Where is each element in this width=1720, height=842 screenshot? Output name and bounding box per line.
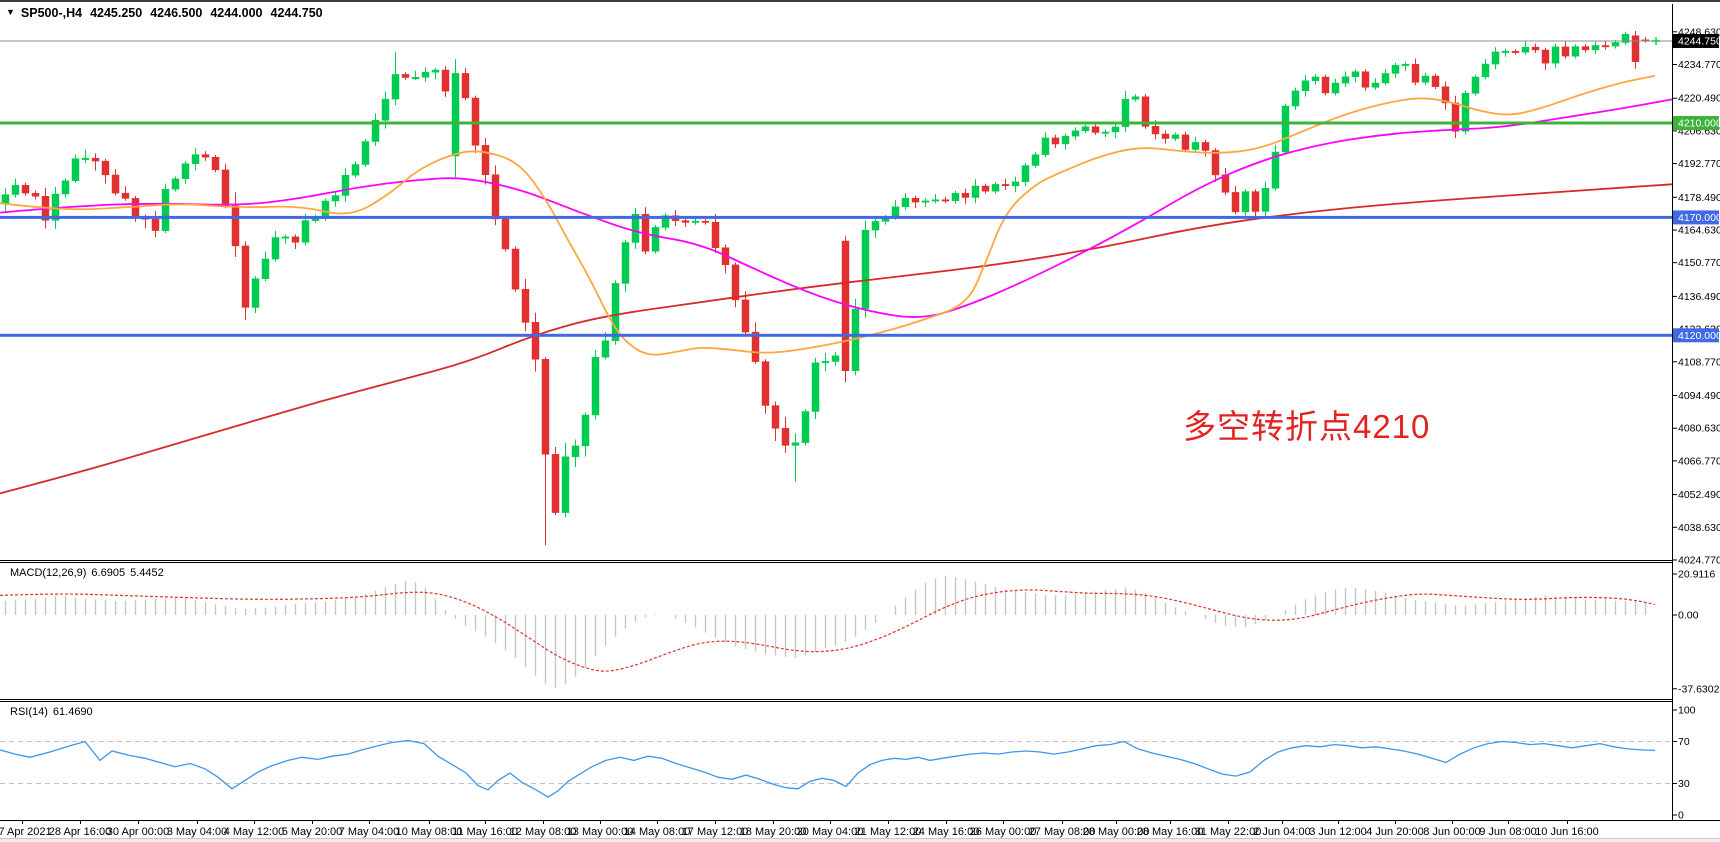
symbol-period-label: SP500-,H4 xyxy=(20,6,83,20)
svg-text:4210.000: 4210.000 xyxy=(1678,118,1720,130)
rsi-name: RSI(14) xyxy=(10,706,48,718)
ma-slow-red xyxy=(0,183,1673,495)
time-axis-label: 30 Apr 00:00 xyxy=(107,826,169,838)
svg-text:20.9116: 20.9116 xyxy=(1678,569,1715,581)
macd-signal-line xyxy=(0,589,1656,672)
time-axis-label: 3 May 04:00 xyxy=(167,826,228,838)
time-axis-label: 27 May 08:00 xyxy=(1029,826,1096,838)
support-resistance-line xyxy=(0,121,1672,125)
svg-text:0: 0 xyxy=(1678,810,1684,822)
macd-indicator-label: MACD(12,26,9) 6.6905 5.4452 xyxy=(10,567,164,579)
svg-text:4038.630: 4038.630 xyxy=(1678,522,1720,534)
time-axis-label: 24 May 16:00 xyxy=(913,826,980,838)
quote-low: 4244.000 xyxy=(210,6,263,20)
axes-layer: 4248.6304234.7704220.4904206.6304192.770… xyxy=(0,4,1720,822)
quote-high: 4246.500 xyxy=(150,6,203,20)
time-axis-label: 28 May 16:00 xyxy=(1137,826,1204,838)
time-axis-label: 11 May 16:00 xyxy=(452,826,518,838)
svg-text:4234.770: 4234.770 xyxy=(1678,59,1720,71)
rsi-value: 61.4690 xyxy=(52,706,93,718)
svg-text:4192.770: 4192.770 xyxy=(1678,158,1720,170)
time-axis-label: 27 Apr 2021 xyxy=(0,826,52,838)
macd-value-main: 6.6905 xyxy=(91,567,126,579)
time-axis-label: 9 Jun 08:00 xyxy=(1479,826,1537,838)
svg-text:-37.6302: -37.6302 xyxy=(1678,683,1720,695)
price-badge xyxy=(1673,328,1719,343)
time-axis-label: 13 May 00:00 xyxy=(567,826,634,838)
quote-close: 4244.750 xyxy=(270,6,323,20)
ma-mid-magenta xyxy=(0,98,1673,318)
time-axis-label: 7 May 04:00 xyxy=(339,826,400,838)
svg-text:4080.630: 4080.630 xyxy=(1678,423,1720,435)
svg-text:4220.490: 4220.490 xyxy=(1678,93,1720,105)
time-axis-label: 26 May 00:00 xyxy=(970,826,1037,838)
price-badge xyxy=(1673,210,1719,225)
time-axis-label: 5 May 20:00 xyxy=(282,826,343,838)
last-price-cross-marker xyxy=(1652,37,1660,45)
macd-name: MACD(12,26,9) xyxy=(10,567,87,579)
horizontal-lines-layer xyxy=(0,37,1672,337)
svg-text:4178.490: 4178.490 xyxy=(1678,192,1720,204)
time-axis-label: 31 May 22:00 xyxy=(1195,826,1262,838)
svg-text:4120.000: 4120.000 xyxy=(1678,330,1720,342)
chart-annotation-text: 多空转折点4210 xyxy=(1183,408,1431,445)
support-resistance-line xyxy=(0,333,1672,337)
svg-text:4136.490: 4136.490 xyxy=(1678,291,1720,303)
time-axis-label: 28 Apr 16:00 xyxy=(49,826,111,838)
svg-text:4150.770: 4150.770 xyxy=(1678,257,1720,269)
svg-text:4052.490: 4052.490 xyxy=(1678,489,1720,501)
price-badge xyxy=(1673,34,1719,48)
svg-text:4244.750: 4244.750 xyxy=(1678,36,1720,48)
svg-text:70: 70 xyxy=(1678,736,1690,748)
time-axis-label: 12 May 08:00 xyxy=(510,826,577,838)
svg-text:4170.000: 4170.000 xyxy=(1678,212,1720,224)
rsi-panel-layer xyxy=(0,739,1672,798)
time-axis-label: 14 May 08:00 xyxy=(624,826,691,838)
time-axis-label: 2 Jun 04:00 xyxy=(1253,826,1311,838)
time-axis-label: 3 Jun 12:00 xyxy=(1309,826,1367,838)
svg-text:4094.490: 4094.490 xyxy=(1678,390,1720,402)
macd-panel-layer xyxy=(0,575,1656,688)
time-axis-label: 8 Jun 00:00 xyxy=(1423,826,1481,838)
time-axis-label: 21 May 12:00 xyxy=(855,826,922,838)
rsi-line xyxy=(0,739,1656,798)
support-resistance-line xyxy=(0,215,1672,219)
quote-open: 4245.250 xyxy=(90,6,143,20)
time-axis-label: 4 Jun 20:00 xyxy=(1366,826,1424,838)
time-axis-label: 4 May 12:00 xyxy=(224,826,285,838)
time-axis-label: 28 May 00:00 xyxy=(1083,826,1150,838)
symbol-header: ▼ SP500-,H4 4245.250 4246.500 4244.000 4… xyxy=(6,6,323,20)
candles-layer xyxy=(1,31,1650,546)
window-bottom-edge xyxy=(0,838,1720,842)
time-axis-label: 18 May 20:00 xyxy=(740,826,807,838)
macd-value-signal: 5.4452 xyxy=(130,567,164,579)
svg-text:4066.770: 4066.770 xyxy=(1678,455,1720,467)
time-axis-label: 10 May 08:00 xyxy=(396,826,463,838)
svg-text:30: 30 xyxy=(1678,778,1690,790)
price-badge xyxy=(1673,116,1719,130)
svg-text:4024.770: 4024.770 xyxy=(1678,555,1720,567)
symbol-dropdown-icon[interactable]: ▼ xyxy=(6,7,15,17)
time-axis-label: 17 May 12:00 xyxy=(682,826,749,838)
ma-fast-orange xyxy=(0,74,1656,356)
rsi-indicator-label: RSI(14) 61.4690 xyxy=(10,706,93,718)
svg-text:4108.770: 4108.770 xyxy=(1678,356,1720,368)
time-axis-label: 10 Jun 16:00 xyxy=(1535,826,1599,838)
svg-text:100: 100 xyxy=(1678,705,1696,717)
time-axis-label: 20 May 04:00 xyxy=(797,826,864,838)
svg-text:0.00: 0.00 xyxy=(1678,610,1699,622)
svg-text:4164.630: 4164.630 xyxy=(1678,225,1720,237)
moving-averages-layer xyxy=(0,74,1673,495)
